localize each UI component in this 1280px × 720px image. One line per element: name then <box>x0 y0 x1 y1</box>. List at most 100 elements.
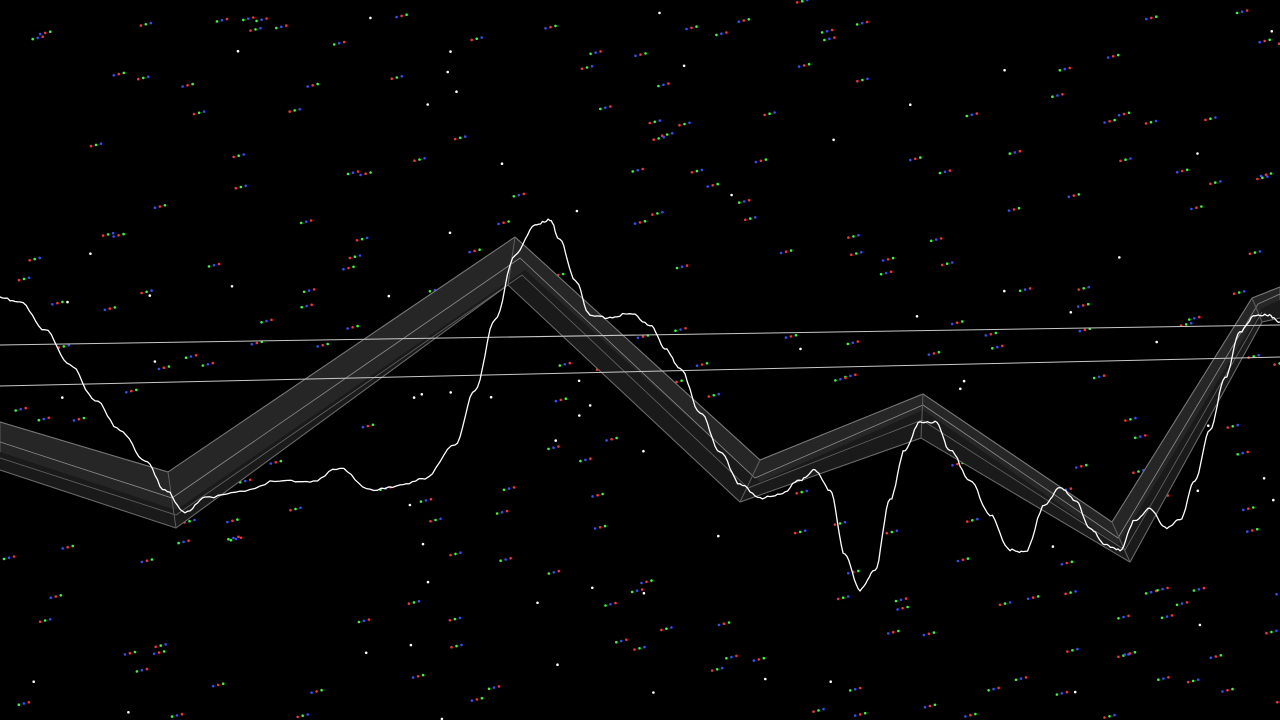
star-dot <box>423 157 426 160</box>
star-dot <box>321 343 325 347</box>
star-dot <box>369 16 372 20</box>
star-dot <box>346 327 349 330</box>
star-dot <box>475 37 479 40</box>
star-dot <box>886 258 890 261</box>
star-dot <box>1241 451 1244 455</box>
star-dot <box>1024 676 1028 679</box>
star-dot <box>1108 120 1111 123</box>
star-dot <box>1081 304 1085 307</box>
star-dot <box>725 657 728 660</box>
star-dot <box>1076 647 1079 651</box>
star-dot <box>1074 590 1077 593</box>
star-dot <box>1156 589 1159 592</box>
star-dot <box>1258 250 1262 253</box>
star-dot <box>61 547 64 550</box>
star-dot <box>1134 416 1137 420</box>
star-dot <box>48 618 52 621</box>
star-dot <box>897 629 900 633</box>
star-dot <box>717 623 721 627</box>
star-dot <box>361 425 365 429</box>
star-dot <box>1103 121 1106 124</box>
star-dot <box>932 352 936 355</box>
star-dot <box>643 645 646 649</box>
star-dot <box>475 698 479 701</box>
star-dot <box>54 595 58 598</box>
star-dot <box>1083 328 1087 332</box>
star-dot <box>162 650 166 653</box>
star-dot <box>943 170 947 174</box>
star-dot <box>157 367 161 371</box>
star-dot <box>552 571 556 574</box>
star-dot <box>564 397 568 401</box>
star-dot <box>650 579 653 582</box>
star-dot <box>945 262 949 266</box>
star-dot <box>495 512 499 515</box>
star-dot <box>236 518 239 521</box>
star-dot <box>1193 317 1196 320</box>
star-dot <box>585 66 589 69</box>
star-dot <box>66 545 69 549</box>
star-dot <box>1068 66 1072 70</box>
star-dot <box>1248 252 1252 256</box>
star-dot <box>665 627 668 630</box>
star-dot <box>106 233 110 236</box>
star-dot <box>789 249 793 252</box>
star-dot <box>411 676 415 679</box>
star-dot <box>965 114 969 118</box>
star-dot <box>615 436 618 440</box>
star-dot <box>636 336 640 340</box>
star-dot <box>1196 678 1200 681</box>
star-dot <box>1196 489 1200 493</box>
track-ribbon <box>0 236 1280 563</box>
star-dot <box>225 17 229 21</box>
star-dot <box>1067 195 1071 199</box>
star-dot <box>305 304 309 308</box>
star-dot <box>1133 650 1137 654</box>
star-dot <box>217 262 221 266</box>
star-dot <box>915 315 919 318</box>
star-dot <box>229 538 233 542</box>
star-dot <box>123 653 127 656</box>
star-dot <box>230 285 234 288</box>
star-dot <box>103 308 107 312</box>
star-dot <box>99 142 103 145</box>
star-dot <box>1102 374 1106 377</box>
star-dot <box>976 517 979 521</box>
star-dot <box>764 677 767 681</box>
star-dot <box>1277 42 1280 45</box>
star-dot <box>652 691 655 694</box>
star-dot <box>737 201 741 204</box>
star-dot <box>730 655 733 659</box>
star-dot <box>1214 116 1217 119</box>
star-dot <box>984 334 988 337</box>
star-dot <box>61 300 64 304</box>
star-dot <box>974 712 977 716</box>
star-dot <box>609 603 612 606</box>
track-corner-6 <box>1251 297 1263 323</box>
star-dot <box>259 26 262 30</box>
star-dot <box>1069 591 1072 594</box>
star-dot <box>153 206 157 209</box>
star-dot <box>310 691 313 694</box>
star-dot <box>950 261 954 264</box>
star-dot <box>247 17 250 21</box>
star-dot <box>1251 529 1254 532</box>
star-dot <box>675 266 679 270</box>
star-dot <box>620 639 623 643</box>
star-dot <box>94 143 98 147</box>
star-dot <box>685 27 688 31</box>
star-dot <box>852 235 855 238</box>
star-dot <box>299 221 303 225</box>
star-dot <box>846 342 850 346</box>
star-dot <box>849 374 852 378</box>
star-dot <box>1180 169 1184 173</box>
star-dot <box>1270 630 1273 634</box>
star-dot <box>260 18 263 22</box>
star-dot <box>1124 158 1127 161</box>
star-dot <box>552 446 555 450</box>
star-dot <box>371 423 375 427</box>
star-dot <box>400 14 403 18</box>
star-dot <box>231 519 234 523</box>
star-dot <box>962 379 966 383</box>
